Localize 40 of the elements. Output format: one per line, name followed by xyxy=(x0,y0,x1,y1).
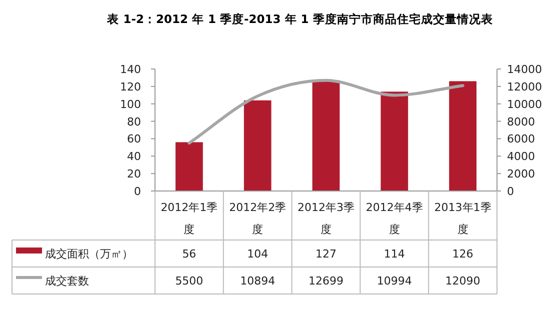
y-tick-label: 40 xyxy=(127,150,141,164)
line-series xyxy=(188,78,464,145)
chart-title: 表 1-2：2012 年 1 季度-2013 年 1 季度南宁市商品住宅成交量情况表 xyxy=(106,12,493,26)
y-tick-label: 140 xyxy=(120,63,141,76)
x-tick-label: 2012年2季度 xyxy=(229,201,286,236)
bar xyxy=(312,80,340,191)
bar xyxy=(449,81,476,191)
data-label: 126 xyxy=(452,248,474,260)
y-tick-label: 20 xyxy=(127,168,141,181)
y2-tick-label: 0 xyxy=(507,185,514,198)
y-tick-label: 120 xyxy=(120,80,141,94)
y-tick-label: 60 xyxy=(127,132,141,146)
bar xyxy=(176,142,203,191)
x-tick-label: 2012年3季度 xyxy=(298,201,354,236)
bar xyxy=(380,92,408,191)
data-label: 10894 xyxy=(240,274,276,288)
data-label: 114 xyxy=(384,248,405,260)
data-label: 12699 xyxy=(308,274,344,288)
y2-tick-label: 14000 xyxy=(507,63,542,76)
legend-label: 成交套数 xyxy=(45,274,89,288)
bar xyxy=(244,100,272,191)
y-tick-label: 100 xyxy=(120,98,141,111)
data-label: 5500 xyxy=(175,274,204,288)
x-tick-label: 2012年4季度 xyxy=(366,201,423,236)
data-label: 127 xyxy=(316,248,336,260)
x-tick-label: 2013年1季度 xyxy=(434,201,492,236)
y2-tick-label: 10000 xyxy=(507,98,542,111)
data-label: 104 xyxy=(247,248,268,260)
y-tick-label: 80 xyxy=(127,115,141,128)
x-tick-label: 2012年1季度 xyxy=(160,201,218,236)
y2-tick-label: 2000 xyxy=(507,168,535,181)
y-tick-label: 0 xyxy=(134,185,141,198)
data-label: 12090 xyxy=(445,274,480,288)
data-label: 56 xyxy=(182,248,196,260)
y2-tick-label: 12000 xyxy=(507,80,542,94)
y2-tick-label: 8000 xyxy=(507,115,535,128)
data-label: 10994 xyxy=(376,274,412,288)
y2-tick-label: 4000 xyxy=(507,150,535,164)
y2-tick-label: 6000 xyxy=(507,132,535,146)
legend-label: 成交面积（万㎡） xyxy=(45,248,133,260)
